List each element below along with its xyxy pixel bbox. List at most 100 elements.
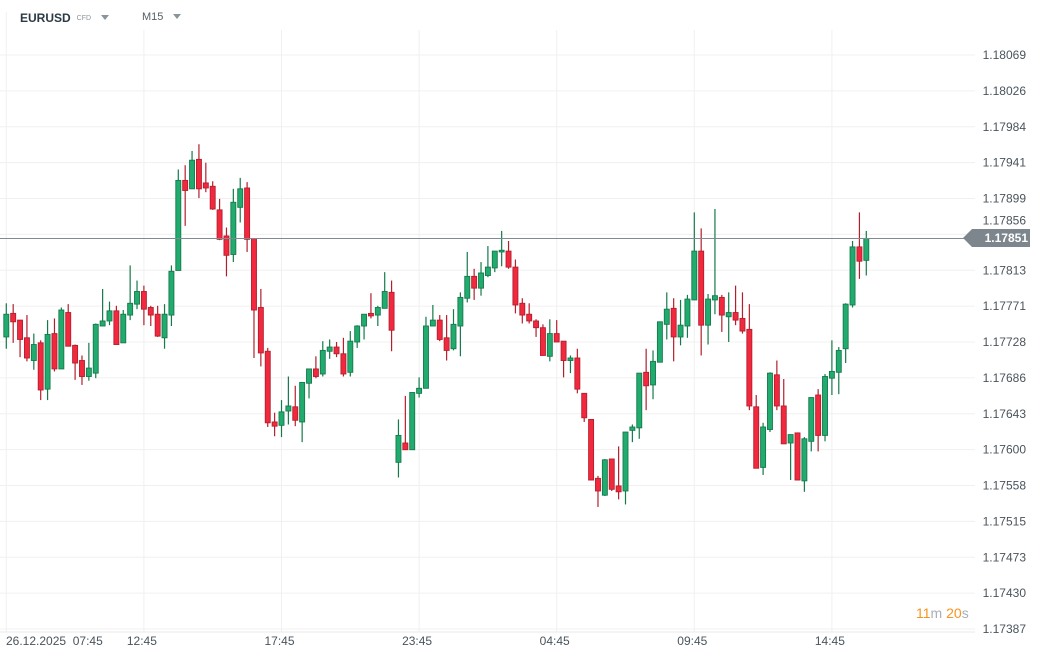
candle-body: [237, 188, 244, 208]
candle-body: [168, 270, 175, 316]
candle-bullish: [85, 342, 92, 381]
candle-body: [58, 309, 65, 370]
candle-bearish: [539, 324, 546, 356]
candle-bearish: [312, 356, 319, 379]
current-price-tag: 1.17851: [963, 229, 1030, 248]
price-tick-label: 1.17856: [983, 213, 1027, 227]
candle-bullish: [835, 347, 842, 395]
candle-body: [767, 372, 773, 430]
candle-body: [753, 406, 760, 469]
time-tick-label: 14:45: [815, 634, 845, 648]
candle-bullish: [416, 377, 423, 398]
candle-bullish: [161, 304, 168, 349]
candle-bullish: [285, 376, 292, 425]
timeframe-selector[interactable]: M15: [142, 11, 182, 23]
candle-body: [828, 371, 835, 379]
price-tick-label: 1.17771: [983, 299, 1027, 313]
candle-body: [588, 418, 595, 481]
symbol-selector[interactable]: EURUSD CFD: [20, 11, 110, 25]
candle-bullish: [30, 333, 37, 370]
candle-body: [574, 357, 581, 390]
price-tick-label: 1.18069: [983, 48, 1027, 62]
candle-body: [670, 307, 677, 338]
candle-bullish: [306, 368, 312, 399]
candle-bullish: [278, 400, 285, 438]
candle-bullish: [842, 303, 849, 364]
candle-bearish: [794, 432, 801, 481]
candle-body: [650, 360, 656, 386]
candle-bearish: [581, 392, 588, 422]
candle-body: [746, 328, 753, 407]
candle-bullish: [484, 246, 491, 278]
candle-body: [251, 238, 257, 311]
price-tick-label: 1.17643: [983, 407, 1027, 421]
candle-body: [230, 201, 237, 255]
candle-bullish: [478, 262, 484, 296]
time-tick-label: 26.12.2025 07:45: [6, 634, 103, 648]
candle-body: [388, 291, 395, 331]
candle-bearish: [195, 144, 202, 199]
candle-body: [739, 317, 746, 332]
price-tick-label: 1.17430: [983, 586, 1027, 600]
candle-bearish: [333, 342, 340, 358]
candle-bullish: [127, 265, 134, 321]
candle-body: [519, 302, 526, 316]
candle-body: [581, 392, 588, 419]
candle-bullish: [44, 320, 51, 401]
candle-body: [340, 353, 347, 375]
candle-body: [106, 310, 113, 322]
candle-bearish: [51, 318, 58, 372]
candle-bearish: [739, 292, 746, 334]
candle-body: [629, 426, 636, 431]
candle-bullish: [767, 372, 773, 433]
timer-seconds-unit: s: [961, 605, 969, 621]
candle-bearish: [560, 340, 567, 378]
price-tick-label: 1.17558: [983, 479, 1027, 493]
candle-bearish: [154, 305, 161, 337]
candle-bullish: [409, 392, 416, 451]
candle-bearish: [615, 446, 622, 500]
candle-bearish: [209, 181, 216, 210]
candle-bullish: [134, 280, 140, 310]
candle-body: [209, 185, 216, 210]
time-tick-label: 17:45: [264, 634, 294, 648]
candle-body: [636, 372, 643, 429]
candle-body: [711, 295, 718, 301]
candle-bullish: [705, 294, 712, 345]
candle-bullish: [361, 313, 368, 340]
candle-bearish: [10, 304, 17, 343]
candle-body: [787, 434, 794, 444]
time-axis[interactable]: 26.12.2025 07:45 12:45 17:45 23:45 04:45 09:4…: [6, 634, 845, 648]
candle-bullish: [677, 299, 684, 346]
candle-body: [147, 307, 154, 316]
candle-body: [402, 442, 409, 451]
candle-bullish: [491, 250, 498, 273]
candle-body: [189, 159, 196, 190]
price-tick-label: 1.17686: [983, 371, 1027, 385]
grid: [0, 12, 975, 633]
candle-bearish: [264, 347, 271, 428]
candle-body: [271, 421, 278, 427]
timeframe-label: M15: [142, 11, 164, 23]
candle-body: [140, 291, 147, 310]
candle-bearish: [773, 360, 780, 411]
candle-body: [526, 313, 533, 322]
price-tick-label: 1.18026: [983, 84, 1027, 98]
candle-body: [99, 320, 106, 327]
candle-body: [608, 458, 615, 490]
instrument-type: CFD: [76, 14, 92, 22]
candle-body: [319, 349, 326, 375]
candle-body: [44, 333, 51, 390]
candle-body: [120, 313, 127, 344]
candle-body: [409, 392, 416, 451]
candle-body: [478, 272, 484, 289]
time-tick-label: 09:45: [677, 634, 707, 648]
candle-body: [182, 179, 189, 191]
candle-body: [416, 387, 423, 394]
candle-bullish: [808, 397, 815, 452]
price-tick-label: 1.17984: [983, 120, 1027, 134]
price-axis[interactable]: 1.18069 1.18026 1.17984 1.17941 1.17899 1.178…: [983, 48, 1027, 636]
candle-body: [367, 312, 374, 317]
candle-body: [175, 179, 182, 271]
